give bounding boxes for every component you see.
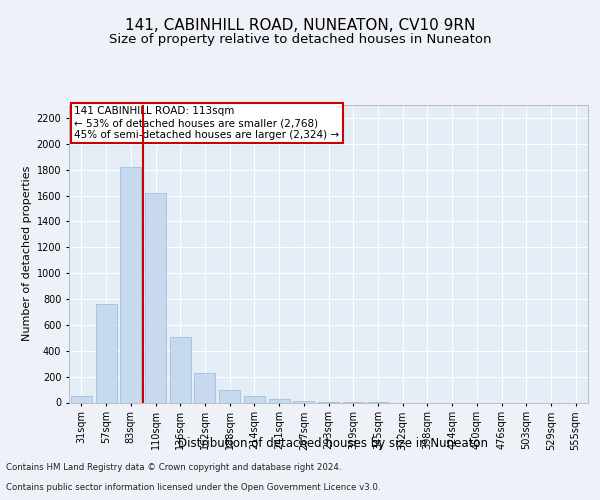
Text: 141, CABINHILL ROAD, NUNEATON, CV10 9RN: 141, CABINHILL ROAD, NUNEATON, CV10 9RN (125, 18, 475, 32)
Bar (269, 399, 290, 402)
Y-axis label: Number of detached properties: Number of detached properties (22, 166, 32, 342)
Bar (71, 396, 92, 402)
Bar (194, 374, 215, 402)
Text: Size of property relative to detached houses in Nuneaton: Size of property relative to detached ho… (109, 32, 491, 46)
Bar (219, 390, 240, 402)
Bar (120, 167, 141, 402)
Text: 141 CABINHILL ROAD: 113sqm
← 53% of detached houses are smaller (2,768)
45% of s: 141 CABINHILL ROAD: 113sqm ← 53% of deta… (74, 106, 340, 140)
Bar (95, 304, 116, 402)
Bar (293, 400, 314, 402)
Bar (145, 193, 166, 402)
Bar (170, 336, 191, 402)
Text: Contains HM Land Registry data © Crown copyright and database right 2024.: Contains HM Land Registry data © Crown c… (6, 464, 341, 472)
Text: Contains public sector information licensed under the Open Government Licence v3: Contains public sector information licen… (6, 484, 380, 492)
Text: Distribution of detached houses by size in Nuneaton: Distribution of detached houses by size … (178, 438, 488, 450)
Bar (244, 396, 265, 402)
